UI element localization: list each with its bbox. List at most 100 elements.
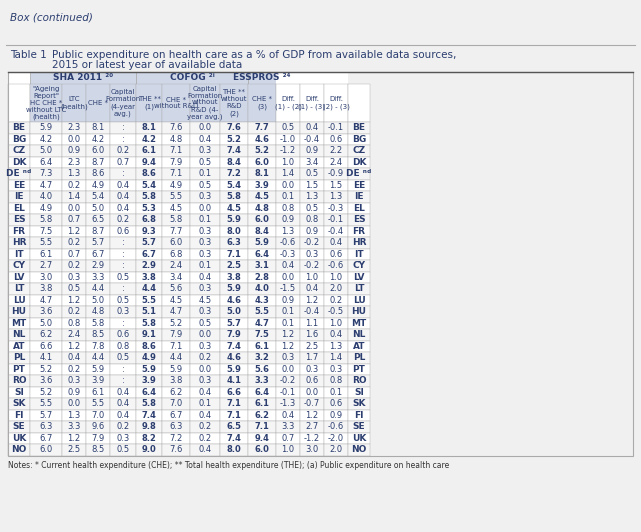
Bar (30, 271, 62, 283)
Text: 4.9: 4.9 (142, 353, 156, 362)
Bar (8, 329, 30, 340)
Text: 1.5: 1.5 (329, 181, 342, 190)
Bar (162, 352, 190, 363)
Text: AT: AT (13, 342, 25, 351)
Bar (162, 156, 190, 168)
Bar (324, 375, 348, 387)
Bar (62, 363, 86, 375)
Bar (190, 191, 220, 203)
Bar (248, 295, 276, 306)
Bar (86, 248, 110, 260)
Bar (248, 421, 276, 433)
Text: 8.5: 8.5 (92, 330, 104, 339)
Bar (110, 179, 136, 191)
Text: 8.1: 8.1 (254, 169, 269, 178)
Text: 0.0: 0.0 (306, 388, 319, 397)
Text: 0.6: 0.6 (305, 376, 319, 385)
Text: 3.8: 3.8 (142, 273, 156, 282)
Bar (190, 387, 220, 398)
Text: 3.0: 3.0 (39, 273, 53, 282)
Bar (136, 248, 162, 260)
Text: 7.4: 7.4 (226, 434, 242, 443)
Bar (300, 214, 324, 226)
Bar (276, 329, 300, 340)
Text: 0.1: 0.1 (199, 261, 212, 270)
Bar (8, 306, 30, 318)
Bar (8, 271, 30, 283)
Text: 0.3: 0.3 (198, 342, 212, 351)
Text: 5.7: 5.7 (226, 319, 242, 328)
Bar (62, 295, 86, 306)
Bar (86, 203, 110, 214)
Bar (348, 84, 370, 122)
Text: 0.1: 0.1 (281, 192, 295, 201)
Bar (348, 318, 370, 329)
Text: 0.0: 0.0 (199, 123, 212, 132)
Bar (348, 352, 370, 363)
Text: 1.2: 1.2 (67, 296, 81, 305)
Bar (248, 191, 276, 203)
Text: -0.1: -0.1 (328, 215, 344, 225)
Bar (62, 421, 86, 433)
Bar (220, 179, 248, 191)
Bar (324, 444, 348, 455)
Bar (190, 410, 220, 421)
Bar (110, 329, 136, 340)
Bar (30, 421, 62, 433)
Text: 5.8: 5.8 (142, 319, 156, 328)
Bar (220, 329, 248, 340)
Text: 0.3: 0.3 (198, 227, 212, 236)
Text: 3.9: 3.9 (254, 181, 269, 190)
Text: 0.4: 0.4 (199, 411, 212, 420)
Bar (8, 352, 30, 363)
Bar (8, 318, 30, 329)
Text: 0.7: 0.7 (67, 250, 81, 259)
Text: 2.4: 2.4 (169, 261, 183, 270)
Bar (348, 168, 370, 179)
Bar (136, 84, 162, 122)
Text: 4.1: 4.1 (226, 376, 242, 385)
Bar (348, 271, 370, 283)
Text: -0.7: -0.7 (304, 399, 320, 408)
Text: NO: NO (12, 445, 27, 454)
Bar (324, 260, 348, 271)
Bar (220, 260, 248, 271)
Bar (324, 145, 348, 156)
Bar (276, 421, 300, 433)
Text: -0.2: -0.2 (280, 376, 296, 385)
Text: 2.0: 2.0 (329, 284, 342, 293)
Bar (8, 145, 30, 156)
Text: Public expenditure on health care as a % of GDP from available data sources,: Public expenditure on health care as a %… (52, 50, 456, 60)
Text: BE: BE (353, 123, 365, 132)
Bar (324, 410, 348, 421)
Text: 3.4: 3.4 (169, 273, 183, 282)
Bar (248, 329, 276, 340)
Bar (136, 329, 162, 340)
Bar (276, 398, 300, 410)
Text: 8.6: 8.6 (142, 169, 156, 178)
Bar (348, 203, 370, 214)
Text: CHE *
without R&D: CHE * without R&D (154, 96, 198, 110)
Text: 6.4: 6.4 (142, 388, 156, 397)
Bar (62, 134, 86, 145)
Bar (136, 145, 162, 156)
Bar (220, 306, 248, 318)
Bar (162, 203, 190, 214)
Bar (110, 352, 136, 363)
Bar (136, 375, 162, 387)
Text: :: : (122, 250, 124, 259)
Text: 0.3: 0.3 (329, 365, 343, 374)
Text: SK: SK (353, 399, 366, 408)
Bar (276, 156, 300, 168)
Bar (276, 444, 300, 455)
Text: 2.2: 2.2 (329, 146, 342, 155)
Bar (190, 134, 220, 145)
Text: 5.9: 5.9 (226, 365, 242, 374)
Bar (324, 352, 348, 363)
Bar (220, 145, 248, 156)
Bar (86, 168, 110, 179)
Bar (136, 156, 162, 168)
Bar (348, 433, 370, 444)
Text: 7.5: 7.5 (254, 330, 269, 339)
Text: 7.5: 7.5 (39, 227, 53, 236)
